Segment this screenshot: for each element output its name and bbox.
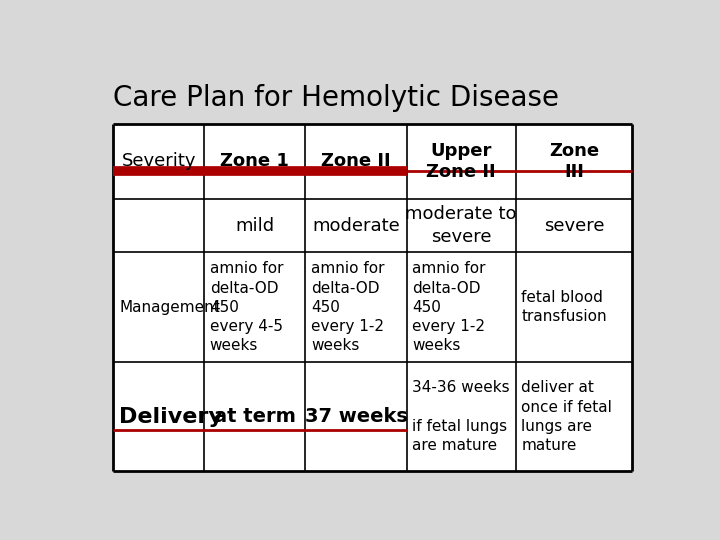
Text: Zone 1: Zone 1 bbox=[220, 152, 289, 170]
Text: Care Plan for Hemolytic Disease: Care Plan for Hemolytic Disease bbox=[114, 84, 559, 112]
Text: fetal blood
transfusion: fetal blood transfusion bbox=[521, 290, 607, 325]
Text: Zone II: Zone II bbox=[321, 152, 391, 170]
Text: Zone
III: Zone III bbox=[549, 142, 599, 180]
Text: deliver at
once if fetal
lungs are
mature: deliver at once if fetal lungs are matur… bbox=[521, 380, 612, 453]
Text: severe: severe bbox=[544, 217, 604, 234]
Text: amnio for
delta-OD
450
every 1-2
weeks: amnio for delta-OD 450 every 1-2 weeks bbox=[413, 261, 486, 353]
Text: amnio for
delta-OD
450
every 4-5
weeks: amnio for delta-OD 450 every 4-5 weeks bbox=[210, 261, 284, 353]
Text: Upper
Zone II: Upper Zone II bbox=[426, 142, 496, 180]
Text: 34-36 weeks

if fetal lungs
are mature: 34-36 weeks if fetal lungs are mature bbox=[413, 380, 510, 453]
Text: at term: at term bbox=[214, 407, 296, 426]
Text: Delivery: Delivery bbox=[119, 407, 223, 427]
Bar bbox=[114, 124, 632, 471]
Text: amnio for
delta-OD
450
every 1-2
weeks: amnio for delta-OD 450 every 1-2 weeks bbox=[311, 261, 384, 353]
Text: 37 weeks: 37 weeks bbox=[305, 407, 408, 426]
Text: moderate: moderate bbox=[312, 217, 400, 234]
Text: Management: Management bbox=[119, 300, 220, 315]
Text: Severity: Severity bbox=[122, 152, 196, 170]
Text: mild: mild bbox=[235, 217, 274, 234]
Text: moderate to
severe: moderate to severe bbox=[405, 205, 517, 246]
